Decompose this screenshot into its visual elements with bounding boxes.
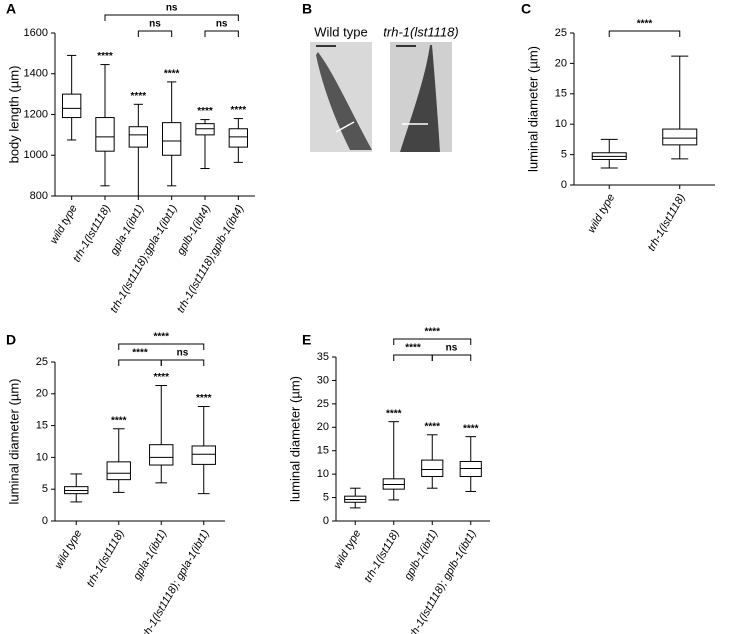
panel-letter: B	[302, 1, 312, 17]
comparison-label: ****	[132, 348, 148, 359]
y-tick-label: 20	[555, 57, 567, 69]
y-tick-label: 35	[317, 351, 329, 363]
image-label: Wild type	[314, 24, 367, 39]
comparison-label: ns	[446, 343, 458, 354]
y-axis-label: body length (µm)	[6, 66, 21, 164]
y-tick-label: 25	[555, 27, 567, 39]
y-tick-label: 10	[555, 118, 567, 130]
y-tick-label: 15	[36, 420, 48, 432]
comparison-bracket	[393, 354, 433, 361]
x-tick-label: wild type	[332, 528, 364, 571]
image-label: trh-1(lst1118)	[383, 24, 458, 39]
x-tick-label: trh-1(lst1118); gplb-1(ibt1)	[406, 528, 479, 634]
box	[128, 126, 149, 148]
micrograph	[310, 42, 372, 152]
y-tick-label: 1400	[24, 68, 48, 80]
significance: ****	[463, 423, 479, 434]
y-axis-label: luminal diameter (µm)	[287, 376, 302, 502]
y-tick-label: 1600	[24, 27, 48, 39]
comparison-label: ****	[424, 327, 440, 338]
comparison-label: ns	[149, 19, 161, 30]
x-tick-label: wild type	[48, 203, 80, 246]
box	[195, 123, 215, 136]
comparison-bracket	[204, 30, 239, 37]
y-tick-label: 800	[30, 190, 48, 202]
x-tick-label: trh-1(lst1118);gplb-1(ibt4)	[175, 203, 247, 315]
comparison-bracket	[393, 338, 472, 345]
significance: ****	[164, 69, 180, 80]
x-tick-label: gpla-1(ibt1)	[131, 528, 169, 582]
x-tick-label: trh-1(lst1118);gpla-1(ibt1)	[108, 203, 180, 315]
significance: ****	[197, 106, 213, 117]
comparison-label: ****	[637, 19, 653, 30]
y-tick-label: 5	[42, 483, 48, 495]
comparison-label: ns	[216, 19, 228, 30]
y-tick-label: 1200	[24, 108, 48, 120]
y-tick-label: 20	[36, 388, 48, 400]
comparison-bracket	[160, 359, 205, 366]
comparison-bracket	[118, 359, 162, 366]
box	[228, 128, 249, 148]
y-tick-label: 0	[323, 515, 329, 527]
comparison-bracket	[118, 343, 205, 350]
x-tick-label: trh-1(lst1118)	[646, 192, 688, 254]
panel-letter: E	[302, 332, 311, 348]
significance: ****	[424, 421, 440, 432]
comparison-bracket	[137, 30, 173, 37]
y-tick-label: 0	[561, 179, 567, 191]
y-tick-label: 30	[317, 374, 329, 386]
comparison-label: ****	[405, 343, 421, 354]
significance: ****	[131, 91, 147, 102]
y-tick-label: 15	[555, 88, 567, 100]
comparison-bracket	[431, 354, 472, 361]
significance: ****	[97, 51, 113, 62]
y-tick-label: 25	[36, 356, 48, 368]
significance: ****	[196, 393, 212, 404]
box	[662, 128, 698, 146]
box	[95, 117, 115, 152]
y-tick-label: 1000	[24, 149, 48, 161]
y-tick-label: 20	[317, 421, 329, 433]
y-tick-label: 10	[36, 451, 48, 463]
y-axis-label: luminal diameter (µm)	[6, 379, 21, 505]
x-tick-label: trh-1(lst118)	[362, 528, 402, 585]
x-tick-label: gplb-1(ibt4)	[175, 203, 213, 257]
box	[106, 461, 131, 481]
x-tick-label: wild type	[53, 528, 85, 571]
x-tick-label: gplb-1(ibt1)	[402, 528, 440, 582]
y-axis-label: luminal diameter (µm)	[525, 46, 540, 172]
comparison-label: ns	[166, 3, 178, 14]
comparison-bracket	[608, 30, 681, 37]
panel-letter: C	[521, 1, 531, 17]
box	[421, 459, 444, 477]
panel-letter: A	[6, 1, 16, 17]
comparison-bracket	[104, 14, 239, 21]
x-tick-label: wild type	[586, 192, 618, 235]
significance: ****	[386, 408, 402, 419]
x-tick-label: gpla-1(ibt1)	[108, 203, 146, 257]
y-tick-label: 5	[561, 149, 567, 161]
box	[191, 445, 216, 465]
box	[62, 93, 82, 119]
box	[162, 122, 182, 156]
significance: ****	[231, 105, 247, 116]
comparison-label: ****	[153, 332, 169, 343]
micrograph	[390, 42, 452, 152]
box	[149, 444, 174, 466]
significance: ****	[153, 372, 169, 383]
panel-letter: D	[6, 332, 16, 348]
y-tick-label: 10	[317, 468, 329, 480]
y-tick-label: 25	[317, 398, 329, 410]
y-tick-label: 0	[42, 515, 48, 527]
x-tick-label: trh-1(lst1118)	[85, 528, 127, 590]
significance: ****	[111, 415, 127, 426]
y-tick-label: 15	[317, 445, 329, 457]
y-tick-label: 5	[323, 491, 329, 503]
comparison-label: ns	[177, 348, 189, 359]
